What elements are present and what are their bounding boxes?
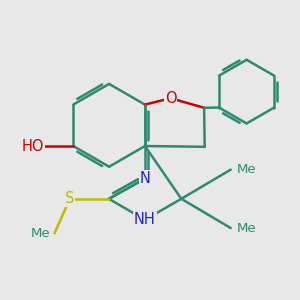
Text: HO: HO: [22, 139, 44, 154]
Text: N: N: [140, 171, 150, 186]
Text: S: S: [65, 191, 74, 206]
Text: Me: Me: [237, 163, 257, 176]
Text: O: O: [165, 91, 176, 106]
Text: Me: Me: [31, 227, 50, 240]
Text: Me: Me: [237, 221, 257, 235]
Text: NH: NH: [134, 212, 156, 227]
